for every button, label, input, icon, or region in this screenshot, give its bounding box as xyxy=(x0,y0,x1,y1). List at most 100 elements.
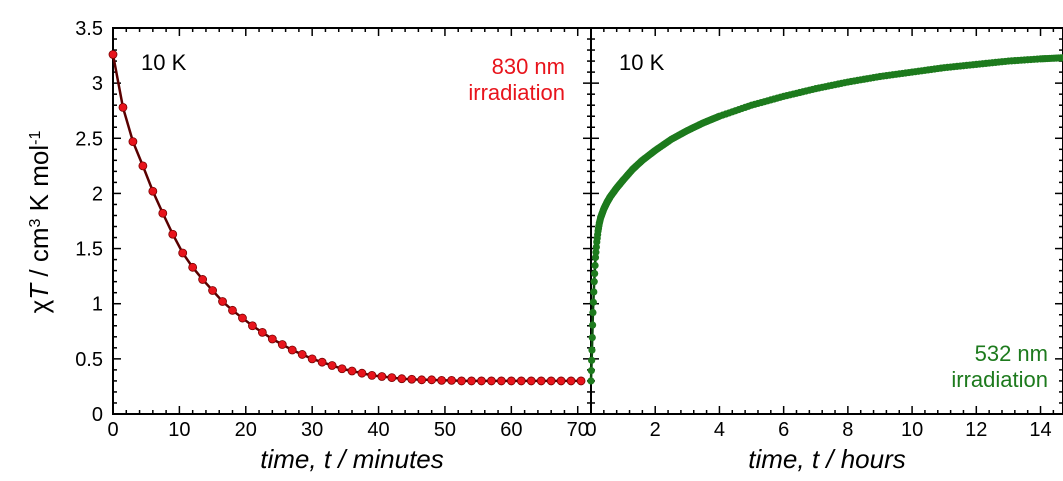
data-point xyxy=(148,186,158,196)
y-tick-label: 2 xyxy=(92,183,103,205)
data-point xyxy=(590,288,598,296)
y-axis-title: χT / cm3 K mol-1 xyxy=(24,131,54,314)
y-tick-label: 1.5 xyxy=(75,239,103,261)
right-x-tick-label: 8 xyxy=(842,419,853,441)
data-point xyxy=(377,372,387,381)
left-x-axis-title: time, t / minutes xyxy=(260,444,444,474)
left-x-tick-label: 10 xyxy=(168,419,190,441)
right-x-tick-label: 6 xyxy=(778,419,789,441)
data-point xyxy=(277,340,287,349)
data-point xyxy=(158,208,168,218)
data-point xyxy=(168,229,178,239)
data-point xyxy=(592,243,600,251)
data-point xyxy=(387,373,397,383)
left-x-tick-label: 50 xyxy=(434,419,456,441)
data-point xyxy=(592,248,600,256)
data-point xyxy=(566,376,576,386)
y-tick-label: 0 xyxy=(92,404,103,426)
data-point xyxy=(546,376,556,386)
data-point xyxy=(397,374,407,384)
data-point xyxy=(447,375,456,385)
right-panel: 0 2 4 6 8 10 12 14 time, t / hours 10 K 532 nmirra… xyxy=(585,27,1063,474)
data-point xyxy=(198,275,208,284)
y-tick-label: 1 xyxy=(92,294,103,316)
data-point xyxy=(487,376,496,386)
data-point xyxy=(589,298,597,306)
right-temperature-label: 10 K xyxy=(619,50,665,75)
data-point xyxy=(317,357,327,367)
annotation-irradiation: irradiation xyxy=(951,367,1048,392)
data-point xyxy=(128,137,138,146)
data-point xyxy=(536,376,546,386)
data-point xyxy=(257,327,267,337)
data-point xyxy=(208,286,217,295)
y-axis-title-part: K mol xyxy=(24,145,54,219)
left-x-tick-label: 60 xyxy=(500,419,522,441)
data-point xyxy=(427,375,437,385)
data-point xyxy=(516,376,526,386)
data-point xyxy=(138,161,148,171)
left-panel: 0 0.5 1 1.5 2 2.5 3 3.5 0 10 20 30 40 50 60 70 time, t /… xyxy=(75,18,592,474)
data-point xyxy=(307,354,317,364)
y-tick-label: 3.5 xyxy=(75,18,103,40)
y-tick-label: 2.5 xyxy=(75,128,103,150)
data-point xyxy=(367,370,377,380)
data-point xyxy=(588,346,596,354)
data-point xyxy=(526,376,536,386)
left-x-tick-label: 70 xyxy=(567,419,589,441)
y-axis-title-part: 3 xyxy=(27,218,44,227)
data-point xyxy=(347,366,357,376)
annotation-wavelength: 532 nm xyxy=(975,341,1048,366)
data-point xyxy=(287,345,297,355)
left-temperature-label: 10 K xyxy=(141,50,187,75)
left-x-tick-label: 20 xyxy=(235,419,257,441)
data-point xyxy=(337,364,347,374)
data-point xyxy=(576,376,586,386)
data-point xyxy=(589,308,597,317)
left-x-tick-label: 0 xyxy=(107,419,118,441)
data-point xyxy=(591,261,599,270)
right-x-tick-label: 12 xyxy=(965,419,987,441)
right-x-tick-label: 10 xyxy=(901,419,923,441)
y-axis-title-part: / cm xyxy=(24,227,54,283)
data-point xyxy=(588,356,596,364)
y-axis-title-part: χ xyxy=(24,299,54,313)
data-point xyxy=(178,248,188,258)
data-point xyxy=(248,321,257,331)
left-x-tick-label: 40 xyxy=(367,419,389,441)
data-point xyxy=(556,376,566,386)
y-axis-title-part: -1 xyxy=(27,131,44,145)
right-x-tick-label: 0 xyxy=(585,419,596,441)
data-point xyxy=(506,376,516,386)
data-point xyxy=(267,334,277,344)
right-series-line xyxy=(589,56,1063,381)
right-x-tick-label: 4 xyxy=(714,419,725,441)
data-point xyxy=(591,269,599,278)
annotation-irradiation: irradiation xyxy=(468,80,565,105)
data-point xyxy=(590,278,598,286)
data-point xyxy=(297,350,307,359)
left-x-tick-label: 30 xyxy=(301,419,323,441)
data-point xyxy=(218,297,227,306)
y-axis-title-part: T xyxy=(24,282,54,300)
data-point xyxy=(591,253,600,261)
data-point xyxy=(1059,54,1063,62)
data-point xyxy=(228,305,237,315)
data-point xyxy=(587,367,595,375)
data-point xyxy=(407,374,417,384)
right-x-tick-label: 14 xyxy=(1029,419,1051,441)
data-point xyxy=(357,368,367,378)
data-point xyxy=(188,262,198,272)
data-point xyxy=(587,377,595,385)
right-plot-frame xyxy=(590,27,1063,415)
annotation-wavelength: 830 nm xyxy=(492,54,565,79)
data-point xyxy=(457,376,466,386)
data-point xyxy=(496,376,506,386)
y-tick-label: 0.5 xyxy=(75,349,103,371)
data-point xyxy=(238,313,247,323)
data-point xyxy=(118,103,128,112)
data-point xyxy=(108,50,118,59)
data-point xyxy=(417,375,427,385)
data-point xyxy=(588,333,596,342)
